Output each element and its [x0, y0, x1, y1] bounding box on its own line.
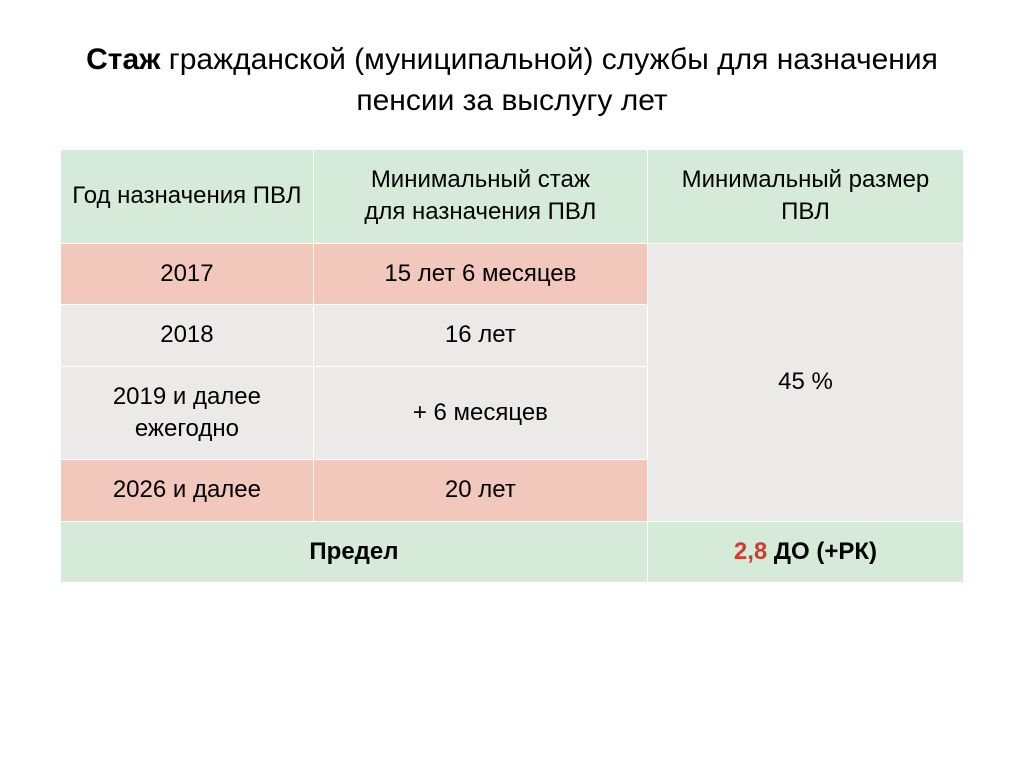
limit-value-red: 2,8	[734, 538, 767, 565]
title-bold: Стаж	[86, 43, 160, 76]
table-row-limit: Предел 2,8 ДО (+РК)	[61, 521, 964, 582]
cell-stazh: 20 лет	[313, 460, 647, 521]
table-row: 2017 15 лет 6 месяцев 45 %	[61, 243, 964, 304]
title-rest: гражданской (муниципальной) службы для н…	[160, 43, 937, 117]
cell-year: 2026 и далее	[61, 460, 314, 521]
cell-year: 2017	[61, 243, 314, 304]
limit-label: Предел	[61, 521, 648, 582]
limit-value: 2,8 ДО (+РК)	[647, 521, 963, 582]
cell-stazh: + 6 месяцев	[313, 366, 647, 460]
header-size: Минимальный размер ПВЛ	[647, 150, 963, 244]
cell-stazh: 15 лет 6 месяцев	[313, 243, 647, 304]
limit-value-rest: ДО (+РК)	[767, 538, 877, 565]
cell-stazh: 16 лет	[313, 305, 647, 366]
pension-table: Год назначения ПВЛ Минимальный стаждля н…	[60, 149, 964, 583]
cell-percent: 45 %	[647, 243, 963, 521]
header-stazh: Минимальный стаждля назначения ПВЛ	[313, 150, 647, 244]
header-year: Год назначения ПВЛ	[61, 150, 314, 244]
cell-year: 2018	[61, 305, 314, 366]
cell-year: 2019 и далее ежегодно	[61, 366, 314, 460]
page-title: Стаж гражданской (муниципальной) службы …	[60, 40, 964, 121]
